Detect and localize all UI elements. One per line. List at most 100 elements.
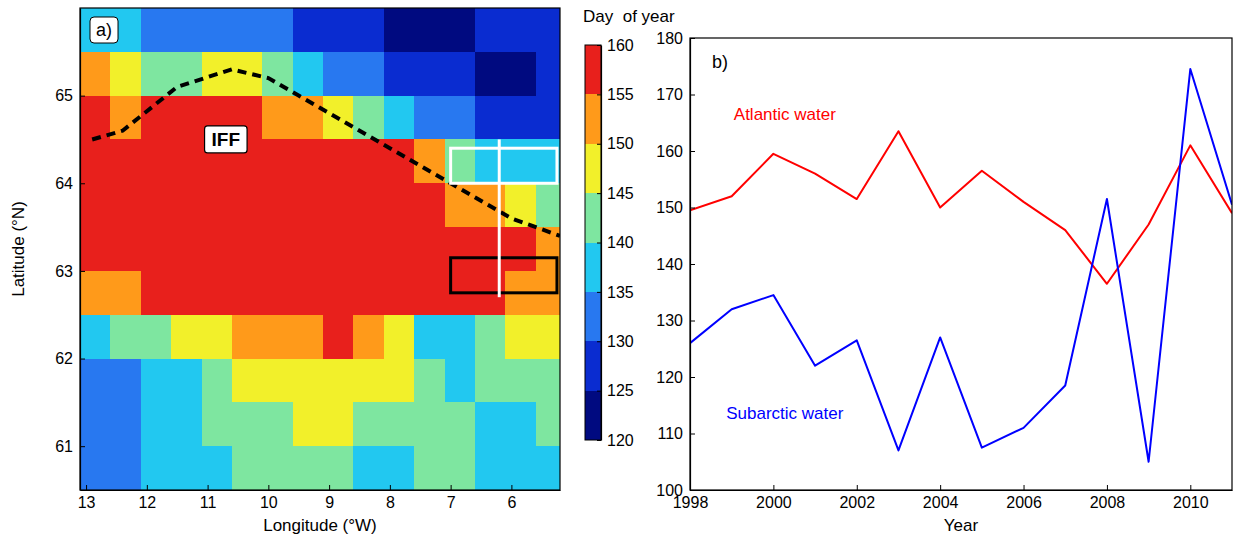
heat-cell [353,183,384,227]
tick-label: 140 [607,234,634,251]
heat-cell [323,8,354,52]
tick-mark [80,183,85,184]
heat-cell [384,227,415,271]
heat-cell [414,183,445,227]
y-axis-title: Latitude (°N) [9,201,28,297]
colorbar-cell [585,94,601,143]
tick-label: 2002 [839,494,875,511]
heat-cell [323,271,354,315]
heat-cell [171,315,202,359]
plot-background-b [690,38,1232,490]
tick-mark [80,359,85,360]
tick-label: 2006 [1006,494,1042,511]
heat-cell [171,227,202,271]
tick: 62 [55,350,85,367]
tick: 160 [597,37,634,54]
colorbar-frame [585,45,601,440]
colorbar-cell [585,243,601,292]
tick-label: 170 [656,86,683,103]
tick-mark [329,485,330,490]
axis: 100110120130140150160170180 [656,30,695,499]
panel-letter: b) [712,52,728,72]
tick-label: 13 [78,494,96,511]
tick-label: 130 [656,312,683,329]
tick-mark [857,485,858,490]
section-line [498,139,501,297]
heat-cell [505,402,536,446]
heat-cell [384,446,415,490]
heat-cell [505,96,536,140]
heat-cell [475,52,506,96]
tick: 130 [597,333,634,350]
heat-cell [445,402,476,446]
tick-mark [80,96,85,97]
heat-cell [110,227,141,271]
tick-label: 65 [55,87,73,104]
heat-cell [293,359,324,403]
heat-cell [262,402,293,446]
heat-cell [141,139,172,183]
heat-cell [384,183,415,227]
heat-cell [445,96,476,140]
heat-cell [262,52,293,96]
annotation-box [451,148,557,183]
heat-cell [232,446,263,490]
heat-cell [505,52,536,96]
tick-label: 2010 [1173,494,1209,511]
heat-cell [505,315,536,359]
tick: 150 [597,135,634,152]
heat-cell [110,446,141,490]
tick-mark [451,485,452,490]
heat-cell [353,52,384,96]
heat-cell [384,315,415,359]
heat-cell [141,271,172,315]
heat-cell [536,359,560,403]
heat-cell [262,96,293,140]
heat-cell [232,271,263,315]
colorbar-title: Day of year [583,7,675,26]
tick-label: 145 [607,185,634,202]
heat-cell [323,52,354,96]
heat-cell [475,227,506,271]
tick-mark [86,485,87,490]
plot-area-a [80,8,560,490]
tick-label: 2000 [756,494,792,511]
tick-mark [690,377,695,378]
axis-line [601,46,602,441]
tick-mark [80,446,85,447]
heat-cell [110,315,141,359]
heat-cell [141,183,172,227]
colorbar [585,45,601,440]
heat-cell [110,52,141,96]
heat-cell [171,359,202,403]
tick-mark [690,264,695,265]
heat-cell [505,446,536,490]
heat-cell [293,446,324,490]
tick: 2006 [1006,485,1042,511]
heat-cell [384,52,415,96]
heat-cell [171,271,202,315]
axis: 131211109876 [78,485,561,511]
tick: 2000 [756,485,792,511]
heat-cell [384,402,415,446]
heat-cell [445,359,476,403]
tick: 11 [200,485,217,511]
heat-cell [262,359,293,403]
colorbar-cell [585,193,601,242]
heat-cell [80,139,111,183]
tick: 6 [507,485,516,511]
tick-mark [597,144,601,145]
tick: 61 [55,438,85,455]
axis-line [81,490,561,491]
heat-cell [445,446,476,490]
heat-cell [414,402,445,446]
heat-cell [293,402,324,446]
tick-mark [597,45,601,46]
colorbar-cell [585,391,601,440]
tick-label: 100 [656,482,683,499]
heat-cell [80,446,111,490]
axis: 120125130135140145150155160 [597,37,634,449]
heat-cell [110,359,141,403]
front-line [92,69,560,236]
heat-cell [262,227,293,271]
